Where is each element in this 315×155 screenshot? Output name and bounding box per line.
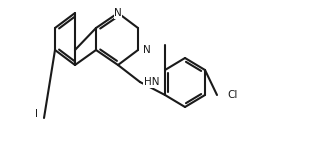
Text: HN: HN	[144, 77, 159, 87]
Text: N: N	[114, 8, 122, 18]
Text: Cl: Cl	[227, 90, 238, 100]
Text: N: N	[143, 45, 151, 55]
Text: I: I	[35, 109, 38, 119]
